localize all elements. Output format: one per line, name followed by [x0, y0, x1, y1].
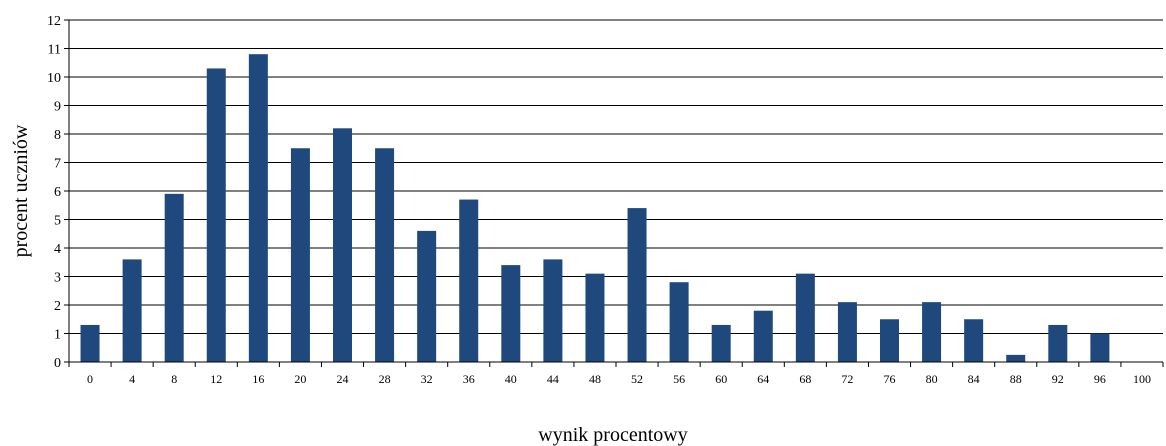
- y-tick-label: 1: [54, 328, 61, 343]
- bar: [501, 265, 521, 362]
- x-tick-label: 28: [379, 372, 391, 386]
- x-tick-label: 20: [294, 372, 306, 386]
- x-tick-label: 84: [968, 372, 980, 386]
- bar: [753, 310, 773, 362]
- y-tick-label: 0: [54, 356, 61, 371]
- bar: [669, 282, 689, 362]
- x-tick-label: 96: [1094, 372, 1106, 386]
- x-tick-label: 56: [673, 372, 685, 386]
- gridlines: [69, 19, 1163, 334]
- x-tick-label: 52: [631, 372, 643, 386]
- x-tick-label: 68: [799, 372, 811, 386]
- x-tick-label: 24: [337, 372, 349, 386]
- x-tick-label: 80: [926, 372, 938, 386]
- bar: [1048, 324, 1068, 362]
- y-tick-label: 4: [54, 242, 61, 257]
- bar: [80, 324, 100, 362]
- x-tick-label: 64: [757, 372, 769, 386]
- x-tick-label: 16: [252, 372, 264, 386]
- bar: [333, 128, 352, 362]
- x-tick-label: 8: [171, 372, 177, 386]
- x-axis-title: wynik procentowy: [538, 424, 687, 446]
- x-tick-label: 48: [589, 372, 601, 386]
- bar: [375, 148, 395, 362]
- bar: [248, 54, 268, 362]
- y-tick-label: 3: [54, 271, 61, 286]
- y-tick-label: 6: [54, 185, 61, 200]
- x-tick-label: 60: [715, 372, 727, 386]
- bar: [1006, 354, 1026, 362]
- bar: [795, 273, 815, 362]
- x-tick-label: 36: [463, 372, 475, 386]
- x-tick-label: 40: [505, 372, 517, 386]
- x-tick-label: 44: [547, 372, 559, 386]
- y-tick-label: 9: [54, 100, 61, 115]
- bars-layer: [80, 54, 1110, 362]
- bar: [627, 208, 647, 362]
- x-tick-label: 88: [1010, 372, 1022, 386]
- bar: [711, 324, 731, 362]
- x-tick-label: 4: [129, 372, 135, 386]
- y-axis-title: procent uczniów: [10, 124, 32, 257]
- x-tick-label: 92: [1052, 372, 1064, 386]
- y-tick-label: 8: [54, 128, 61, 143]
- x-tick-label: 12: [210, 372, 222, 386]
- bar: [290, 148, 310, 362]
- bar: [122, 259, 142, 362]
- x-tick-label: 100: [1133, 372, 1151, 386]
- y-tick-label: 11: [48, 43, 61, 58]
- y-tick-label: 12: [47, 14, 61, 29]
- bar: [880, 319, 899, 362]
- x-tick-label: 76: [884, 372, 896, 386]
- bar: [543, 259, 563, 362]
- axes: [64, 19, 1164, 367]
- bar: [417, 230, 437, 362]
- bar: [964, 319, 984, 362]
- bar: [837, 302, 857, 362]
- bar: [1090, 333, 1110, 362]
- y-tick-label: 10: [47, 71, 61, 86]
- y-tick-label: 5: [54, 214, 61, 229]
- bar: [164, 193, 184, 362]
- y-tick-label: 7: [54, 157, 61, 172]
- x-tick-label: 0: [87, 372, 93, 386]
- x-tick-labels: 0 4 8 12 16 20 24 28 32 36 40 44 48 52 56 60 64 68 72 76 80 8…: [87, 372, 1151, 386]
- bar: [459, 199, 479, 362]
- x-tick-label: 32: [421, 372, 433, 386]
- x-tick-label: 72: [841, 372, 853, 386]
- y-tick-label: 2: [54, 299, 61, 314]
- bar: [585, 273, 605, 362]
- bar: [206, 68, 226, 362]
- bar: [922, 302, 942, 362]
